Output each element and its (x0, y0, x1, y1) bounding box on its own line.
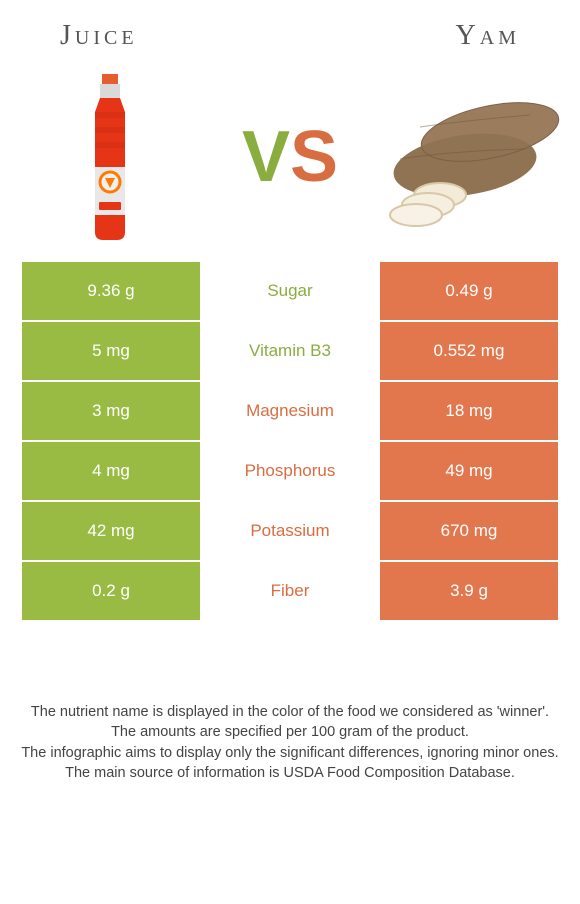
vs-label: VS (242, 116, 338, 198)
nutrient-label: Sugar (200, 262, 380, 320)
table-row: 0.2 gFiber3.9 g (22, 562, 558, 620)
left-value: 0.2 g (22, 562, 200, 620)
right-value: 49 mg (380, 442, 558, 500)
footer-line: The amounts are specified per 100 gram o… (10, 722, 570, 742)
vs-v: V (242, 117, 290, 197)
vs-s: S (290, 117, 338, 197)
table-row: 3 mgMagnesium18 mg (22, 382, 558, 440)
nutrient-label: Phosphorus (200, 442, 380, 500)
footer-line: The main source of information is USDA F… (10, 763, 570, 783)
footer-notes: The nutrient name is displayed in the co… (0, 622, 580, 783)
left-value: 3 mg (22, 382, 200, 440)
bottle-icon (75, 72, 145, 242)
footer-line: The nutrient name is displayed in the co… (10, 702, 570, 722)
table-row: 5 mgVitamin B30.552 mg (22, 322, 558, 380)
right-value: 0.49 g (380, 262, 558, 320)
left-food-title: Juice (60, 20, 138, 52)
left-value: 4 mg (22, 442, 200, 500)
header: Juice Yam (0, 0, 580, 62)
right-value: 3.9 g (380, 562, 558, 620)
footer-line: The infographic aims to display only the… (10, 743, 570, 763)
left-value: 5 mg (22, 322, 200, 380)
juice-image (20, 67, 200, 247)
right-value: 18 mg (380, 382, 558, 440)
yam-image (380, 67, 560, 247)
images-row: VS (0, 62, 580, 262)
nutrient-label: Magnesium (200, 382, 380, 440)
left-value: 42 mg (22, 502, 200, 560)
right-food-title: Yam (456, 20, 520, 52)
table-row: 42 mgPotassium670 mg (22, 502, 558, 560)
nutrient-label: Potassium (200, 502, 380, 560)
right-value: 670 mg (380, 502, 558, 560)
left-value: 9.36 g (22, 262, 200, 320)
nutrient-label: Fiber (200, 562, 380, 620)
nutrient-label: Vitamin B3 (200, 322, 380, 380)
table-row: 9.36 gSugar0.49 g (22, 262, 558, 320)
table-row: 4 mgPhosphorus49 mg (22, 442, 558, 500)
comparison-table: 9.36 gSugar0.49 g5 mgVitamin B30.552 mg3… (0, 262, 580, 620)
right-value: 0.552 mg (380, 322, 558, 380)
yam-icon (380, 87, 560, 227)
